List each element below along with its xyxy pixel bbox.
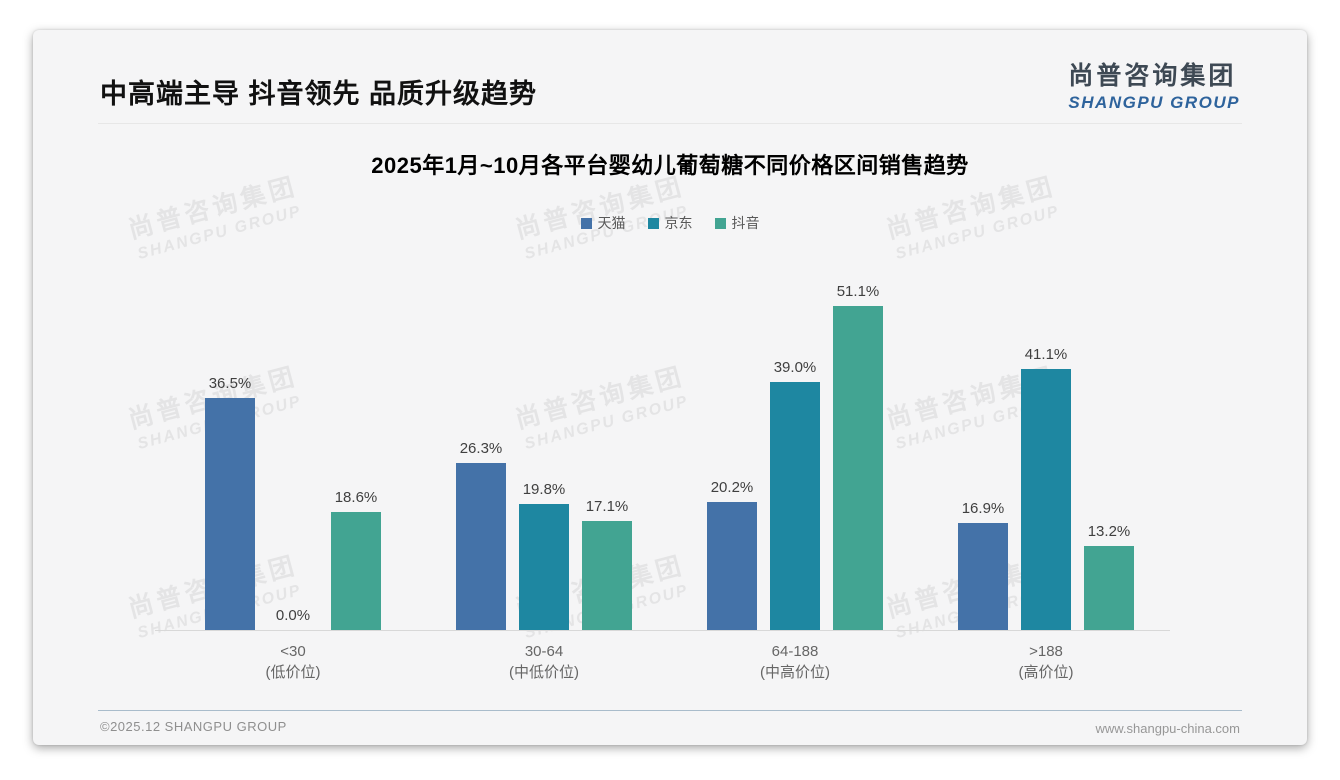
bar-value-label: 18.6%: [334, 489, 378, 506]
chart-legend: 天猫 京东 抖音: [33, 213, 1307, 233]
x-axis-labels: <30 (低价位) 30-64 (中低价位) 64-188 (中高价位) >188 (高价位): [155, 641, 1170, 683]
watermark-en-text: SHANGPU GROUP: [135, 202, 304, 263]
legend-item-2: 抖音: [714, 213, 760, 233]
legend-swatch-icon: [714, 217, 726, 229]
bar-s1-c2: [770, 382, 820, 630]
bar-value-label: 36.5%: [208, 375, 252, 392]
legend-swatch-icon: [647, 217, 659, 229]
bar-wrap-s0-c1: 26.3%: [456, 440, 506, 630]
legend-label: 京东: [664, 215, 693, 231]
bar-group-0: 36.5% 0.0% 18.6%: [205, 375, 381, 630]
bar-s0-c1: [456, 463, 506, 630]
bar-value-label: 17.1%: [585, 498, 629, 515]
bar-s0-c2: [707, 502, 757, 630]
bar-value-label: 13.2%: [1087, 523, 1131, 540]
x-axis-tier-text: (低价位): [265, 664, 321, 681]
x-axis-label-1: 30-64 (中低价位): [456, 641, 632, 683]
x-axis-range-text: <30: [280, 643, 306, 660]
legend-label: 抖音: [731, 215, 760, 231]
bar-value-label: 39.0%: [773, 359, 817, 376]
bar-s1-c3: [1021, 369, 1071, 630]
legend-item-1: 京东: [647, 213, 693, 233]
footer-website: www.shangpu-china.com: [1095, 721, 1240, 736]
logo-english-name: SHANGPU GROUP: [1068, 93, 1240, 112]
bar-wrap-s0-c0: 36.5%: [205, 375, 255, 630]
bar-wrap-s2-c2: 51.1%: [833, 283, 883, 630]
x-axis-range-text: >188: [1029, 643, 1063, 660]
footer-divider: [98, 710, 1242, 711]
bar-wrap-s1-c0: 0.0%: [268, 607, 318, 630]
slide-title: 中高端主导 抖音领先 品质升级趋势: [100, 79, 538, 109]
bar-value-label: 16.9%: [961, 500, 1005, 517]
bar-wrap-s2-c3: 13.2%: [1084, 523, 1134, 630]
bar-s0-c3: [958, 523, 1008, 630]
legend-swatch-icon: [580, 217, 592, 229]
x-axis-range-text: 64-188: [771, 643, 819, 660]
x-axis-tier-text: (中高价位): [760, 664, 830, 681]
company-logo: 尚普咨询集团 SHANGPU GROUP: [1068, 56, 1240, 113]
bar-wrap-s0-c3: 16.9%: [958, 500, 1008, 630]
bar-s1-c1: [519, 504, 569, 630]
watermark-en-text: SHANGPU GROUP: [522, 202, 691, 263]
bar-wrap-s2-c1: 17.1%: [582, 498, 632, 630]
bar-s0-c0: [205, 398, 255, 630]
bar-s2-c3: [1084, 546, 1134, 630]
bar-chart-plot: 36.5% 0.0% 18.6% 26.3% 19.8% 17.1% 20.2% 39.0% 5…: [155, 283, 1170, 631]
bar-value-label: 20.2%: [710, 479, 754, 496]
bar-s2-c2: [833, 306, 883, 630]
bar-group-2: 20.2% 39.0% 51.1%: [707, 283, 883, 630]
x-axis-label-0: <30 (低价位): [205, 641, 381, 683]
bar-wrap-s1-c3: 41.1%: [1021, 346, 1071, 630]
x-axis-label-3: >188 (高价位): [958, 641, 1134, 683]
legend-item-0: 天猫: [580, 213, 626, 233]
bar-s2-c0: [331, 512, 381, 630]
x-axis-tier-text: (高价位): [1018, 664, 1074, 681]
footer-copyright: ©2025.12 SHANGPU GROUP: [100, 719, 287, 734]
slide-card: 尚普咨询集团 SHANGPU GROUP 尚普咨询集团 SHANGPU GROUP 尚普…: [33, 30, 1307, 745]
x-axis-range-text: 30-64: [524, 643, 564, 660]
bar-wrap-s2-c0: 18.6%: [331, 489, 381, 630]
x-axis-label-2: 64-188 (中高价位): [707, 641, 883, 683]
bar-s2-c1: [582, 521, 632, 630]
legend-label: 天猫: [597, 215, 626, 231]
bar-wrap-s1-c1: 19.8%: [519, 481, 569, 630]
bar-group-3: 16.9% 41.1% 13.2%: [958, 346, 1134, 630]
x-axis-tier-text: (中低价位): [509, 664, 579, 681]
bar-group-1: 26.3% 19.8% 17.1%: [456, 440, 632, 630]
bar-wrap-s1-c2: 39.0%: [770, 359, 820, 630]
logo-chinese-name: 尚普咨询集团: [1068, 62, 1237, 90]
bar-value-label: 41.1%: [1024, 346, 1068, 363]
header-divider: [98, 123, 1242, 124]
bar-value-label: 19.8%: [522, 481, 566, 498]
bar-value-label: 26.3%: [459, 440, 503, 457]
chart-title: 2025年1月~10月各平台婴幼儿葡萄糖不同价格区间销售趋势: [371, 153, 969, 178]
watermark-en-text: SHANGPU GROUP: [893, 202, 1062, 263]
bar-value-label: 51.1%: [836, 283, 880, 300]
bar-value-label: 0.0%: [275, 607, 311, 624]
bar-wrap-s0-c2: 20.2%: [707, 479, 757, 630]
